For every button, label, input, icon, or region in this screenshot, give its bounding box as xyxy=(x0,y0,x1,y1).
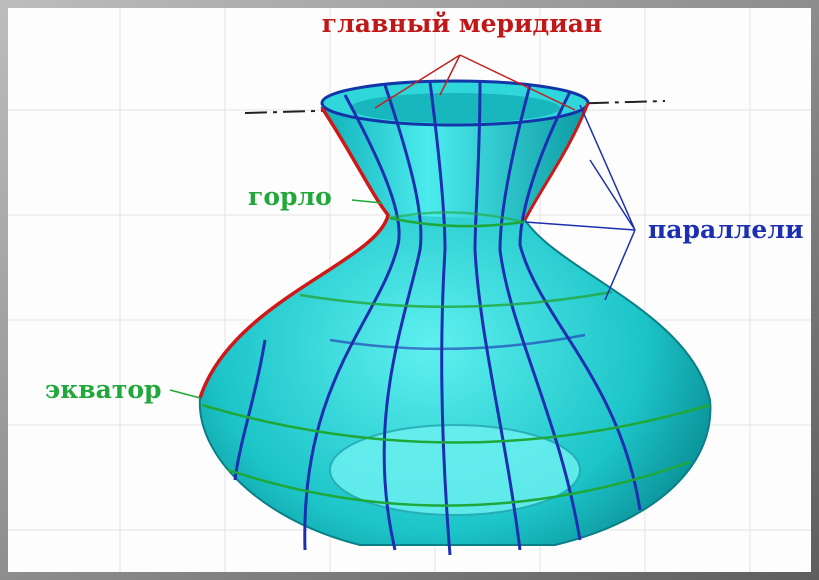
equator-label: экватор xyxy=(45,375,162,404)
page: главный меридиан горло параллели экватор… xyxy=(0,0,819,580)
top-opening xyxy=(350,93,560,123)
main-meridian-label: главный меридиан xyxy=(322,9,602,38)
parallels-label: параллели xyxy=(648,215,804,244)
diagram: главный меридиан горло параллели экватор xyxy=(0,0,819,580)
throat-label: горло xyxy=(248,182,332,211)
